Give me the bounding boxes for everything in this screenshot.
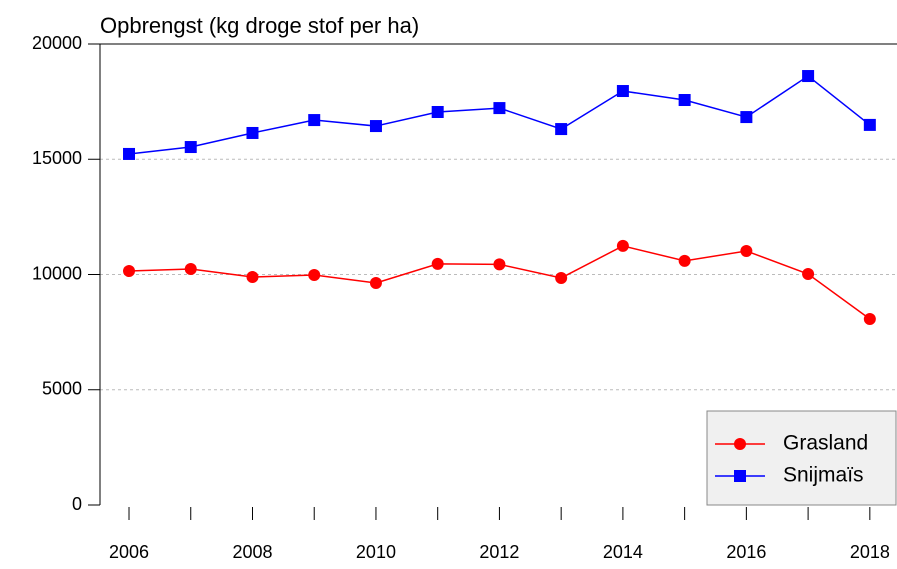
marker [308,268,321,281]
marker [678,254,691,267]
x-tick-label: 2010 [356,542,396,562]
marker [616,85,629,98]
y-tick-label: 15000 [32,148,82,168]
series-line [128,75,871,155]
marker [431,257,444,270]
marker [308,114,321,127]
x-tick-label: 2018 [850,542,890,562]
x-tick-label: 2008 [232,542,272,562]
legend-label: Grasland [783,432,868,455]
marker [123,265,136,278]
marker [184,141,197,154]
marker [616,239,629,252]
y-tick-label: 10000 [32,263,82,283]
x-tick-label: 2006 [109,542,149,562]
x-tick-label: 2014 [603,542,643,562]
marker [246,126,259,139]
legend-label: Snijmaïs [783,464,864,487]
marker [493,102,506,115]
series-line [128,245,871,320]
marker [369,277,382,290]
marker [863,312,876,325]
marker [184,262,197,275]
marker [246,271,259,284]
marker [802,268,815,281]
marker [734,470,746,482]
y-tick-label: 5000 [42,379,82,399]
marker [431,105,444,118]
marker [740,111,753,124]
marker [555,271,568,284]
marker [369,120,382,133]
y-tick-label: 20000 [32,33,82,53]
legend-box [706,410,897,506]
marker [802,70,815,83]
chart-title: Opbrengst (kg droge stof per ha) [100,13,419,38]
x-tick-label: 2016 [726,542,766,562]
marker [863,118,876,131]
y-tick-label: 0 [72,494,82,514]
marker [555,123,568,136]
x-tick-label: 2012 [479,542,519,562]
marker [740,244,753,257]
marker [493,258,506,271]
marker [734,438,746,450]
marker [678,94,691,107]
marker [123,147,136,160]
